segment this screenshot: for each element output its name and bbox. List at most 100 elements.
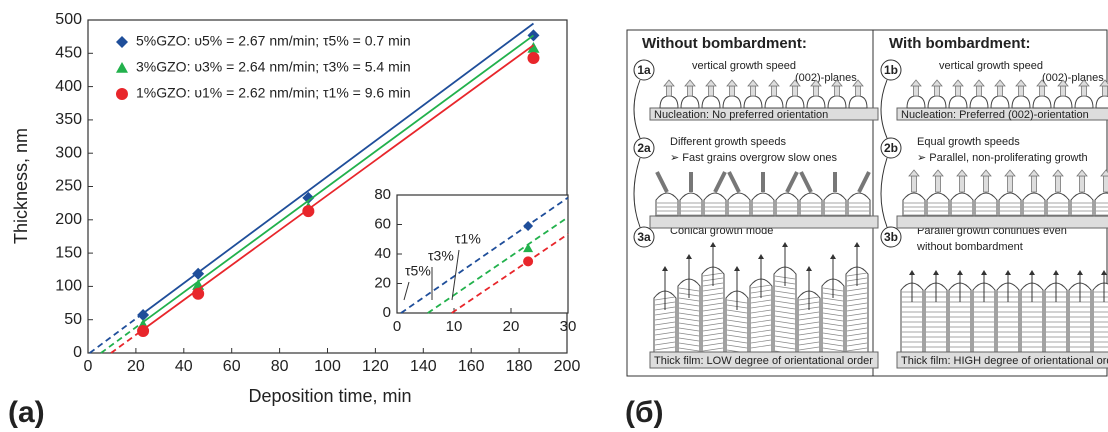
- grain-hatch: [750, 329, 772, 334]
- marker: [527, 41, 540, 53]
- grain-hatch: [654, 326, 676, 331]
- column-grain: [924, 282, 948, 353]
- arrow-shaft: [911, 175, 917, 193]
- grain-hatch: [846, 342, 868, 347]
- arrow-head: [1036, 79, 1048, 87]
- grain-hatch: [846, 332, 868, 337]
- arrow-shaft: [666, 85, 672, 97]
- annotation: τ5%: [405, 263, 431, 279]
- x-tick-label: 10: [446, 318, 463, 335]
- step-label: 3b: [884, 230, 898, 244]
- grain-hatch: [702, 317, 724, 322]
- column-grain: [972, 282, 996, 353]
- arrow-shaft: [708, 85, 714, 97]
- arrow-head: [726, 79, 738, 87]
- substrate: [896, 351, 1108, 369]
- grain-hatch: [702, 302, 724, 307]
- arrow-head: [908, 169, 920, 177]
- arrow-shaft: [771, 85, 777, 97]
- substrate-label: Thick film: HIGH degree of orientational…: [901, 355, 1108, 367]
- grain-hatch: [822, 347, 844, 352]
- arrow-shaft: [976, 85, 982, 97]
- step-label: 1b: [884, 63, 898, 77]
- arrow-head: [830, 254, 836, 259]
- grain-hatch: [798, 346, 820, 351]
- arrow-shaft: [1060, 85, 1066, 97]
- arrow-shaft: [935, 175, 941, 193]
- grain-hatch: [750, 299, 772, 304]
- grain-hatch: [774, 285, 796, 290]
- legend-label: 5%GZO: υ5% = 2.67 nm/min; τ5% = 0.7 min: [136, 33, 411, 49]
- arrow-head: [931, 79, 943, 87]
- substrate-label: Nucleation: No preferred orientation: [654, 109, 828, 121]
- grain: [655, 192, 679, 217]
- step-badge: [633, 137, 655, 159]
- grain-hatch: [750, 309, 772, 314]
- grain-hatch: [726, 309, 748, 314]
- grain-hatch: [726, 319, 748, 324]
- column-grain: [1020, 282, 1044, 353]
- grain: [1094, 192, 1108, 217]
- column-grain: [653, 290, 677, 353]
- grain: [751, 192, 775, 217]
- x-tick-label: 160: [458, 358, 485, 375]
- y-tick-label: 200: [55, 211, 82, 228]
- grain-hatch: [822, 312, 844, 317]
- column-grain: [900, 282, 924, 353]
- arrow-head: [1100, 169, 1108, 177]
- grain-hatch: [702, 312, 724, 317]
- grain-hatch: [654, 346, 676, 351]
- arrow-head: [1005, 270, 1011, 275]
- arrow-head: [1101, 270, 1107, 275]
- arrow-head: [663, 79, 675, 87]
- grain-hatch: [846, 292, 868, 297]
- grain-hatch: [750, 324, 772, 329]
- arrow-head: [1077, 270, 1083, 275]
- x-tick-label: 30: [560, 318, 577, 335]
- y-tick-label: 150: [55, 244, 82, 261]
- fit-line: [142, 44, 534, 331]
- panel-label: (б): [625, 396, 664, 429]
- marker: [302, 205, 315, 218]
- substrate: [896, 215, 1108, 229]
- substrate-label: Thick film: LOW degree of orientational …: [654, 355, 873, 367]
- grain-hatch: [798, 321, 820, 326]
- marker: [527, 51, 540, 64]
- grain-hatch: [702, 347, 724, 352]
- arrow-head: [768, 79, 780, 87]
- grain: [1032, 95, 1052, 109]
- grain-hatch: [774, 335, 796, 340]
- grain-hatch: [654, 316, 676, 321]
- grain-hatch: [750, 339, 772, 344]
- grain-hatch: [726, 334, 748, 339]
- y-tick-label: 400: [55, 78, 82, 95]
- step-connector: [633, 79, 641, 228]
- marker: [523, 243, 534, 253]
- arrow-head: [973, 79, 985, 87]
- grain-hatch: [678, 307, 700, 312]
- grain: [1070, 192, 1094, 217]
- grain-hatch: [726, 339, 748, 344]
- grain-hatch: [678, 297, 700, 302]
- y-tick-label: 350: [55, 111, 82, 128]
- grain-hatch: [654, 341, 676, 346]
- annotation: τ1%: [455, 231, 481, 247]
- grain-hatch: [822, 337, 844, 342]
- fit-line-extrapolated: [400, 196, 569, 314]
- arrow-head: [910, 79, 922, 87]
- step-text: Equal growth speeds: [917, 136, 1020, 148]
- grain: [927, 95, 947, 109]
- grain-hatch: [774, 330, 796, 335]
- grain: [722, 95, 742, 109]
- arrow-head: [1015, 79, 1027, 87]
- grain-hatch: [774, 290, 796, 295]
- marker: [137, 325, 150, 338]
- grain-hatch: [726, 329, 748, 334]
- arrow-shaft: [1031, 175, 1037, 193]
- grain-hatch: [822, 297, 844, 302]
- grain-hatch: [678, 347, 700, 352]
- grain-hatch: [750, 304, 772, 309]
- fit-line: [142, 34, 535, 323]
- grain: [1022, 192, 1046, 217]
- grain-hatch: [750, 334, 772, 339]
